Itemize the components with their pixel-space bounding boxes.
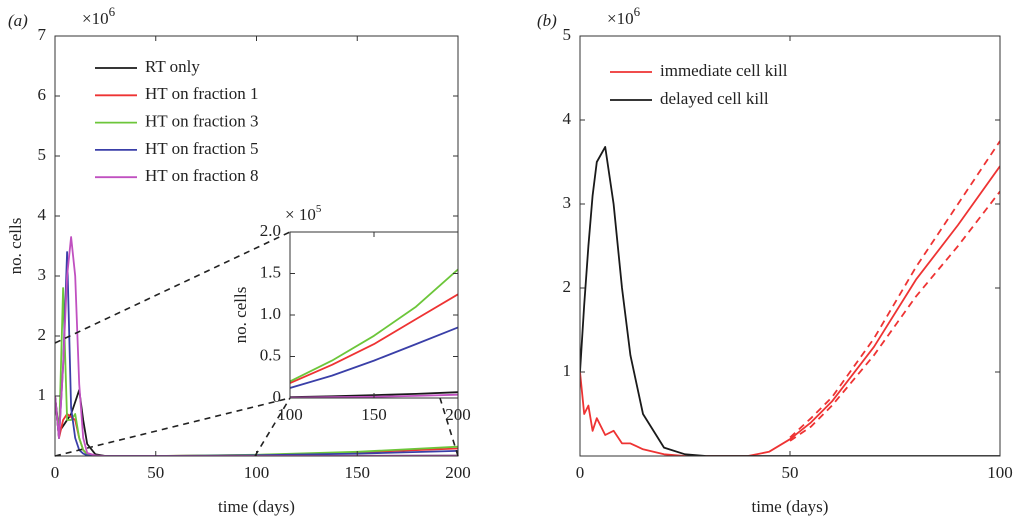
x-tick-label: 0	[51, 463, 60, 482]
x-axis-label: time (days)	[218, 497, 295, 516]
y-tick-label: 1.0	[260, 304, 281, 323]
y-tick-label: 5	[563, 25, 572, 44]
y-tick-label: 2.0	[260, 221, 281, 240]
multiplier-exponent: 6	[109, 4, 116, 19]
legend-label: HT on fraction 5	[145, 139, 258, 158]
x-tick-label: 150	[345, 463, 371, 482]
multiplier-base: × 10	[285, 205, 316, 224]
axis-multiplier: ×106	[607, 4, 641, 28]
legend-label: HT on fraction 1	[145, 84, 258, 103]
legend-label: RT only	[145, 57, 200, 76]
y-tick-label: 3	[563, 193, 572, 212]
y-tick-label: 7	[38, 25, 47, 44]
y-tick-label: 1	[38, 385, 47, 404]
legend-label: HT on fraction 8	[145, 166, 258, 185]
series-line	[55, 389, 458, 456]
x-tick-label: 200	[445, 463, 471, 482]
legend-label: immediate cell kill	[660, 61, 788, 80]
zoom-guides	[54, 231, 459, 457]
plot	[580, 140, 1000, 456]
zoom-guide	[54, 231, 291, 344]
legend-label: HT on fraction 3	[145, 112, 258, 131]
x-tick-label: 200	[445, 405, 471, 424]
series-line	[290, 268, 458, 383]
series-line	[580, 165, 1000, 456]
y-tick-label: 5	[38, 145, 47, 164]
y-tick-label: 6	[38, 85, 47, 104]
y-tick-label: 1	[563, 361, 572, 380]
axes-box	[579, 35, 1001, 457]
y-tick-label: 4	[563, 109, 572, 128]
series-line	[580, 146, 1000, 456]
x-tick-label: 50	[147, 463, 164, 482]
multiplier-exponent: 6	[634, 4, 641, 19]
y-axis-label: no. cells	[6, 218, 25, 275]
series-line	[290, 326, 458, 389]
y-tick-label: 0.5	[260, 345, 281, 364]
x-tick-label: 100	[277, 405, 303, 424]
x-tick-label: 50	[782, 463, 799, 482]
y-axis-label: no. cells	[231, 287, 250, 344]
axis-multiplier: ×106	[82, 4, 116, 28]
legend-label: delayed cell kill	[660, 89, 769, 108]
x-tick-label: 100	[987, 463, 1013, 482]
zoom-guide	[54, 397, 291, 457]
x-tick-label: 150	[361, 405, 387, 424]
y-tick-label: 3	[38, 265, 47, 284]
series-line	[290, 293, 458, 384]
y-tick-label: 1.5	[260, 262, 281, 281]
y-tick-label: 0	[273, 387, 282, 406]
x-axis-label: time (days)	[752, 497, 829, 516]
zoom-guide	[254, 397, 291, 457]
axis-multiplier: × 105	[285, 203, 322, 224]
panel-label: (b)	[537, 11, 557, 30]
x-tick-label: 100	[244, 463, 270, 482]
lower-bound	[789, 190, 1000, 442]
series-line	[55, 395, 458, 456]
panel-label: (a)	[8, 11, 28, 30]
multiplier-base: ×10	[607, 9, 634, 28]
upper-bound	[789, 140, 1000, 439]
x-tick-label: 0	[576, 463, 585, 482]
y-tick-label: 2	[38, 325, 47, 344]
multiplier-base: ×10	[82, 9, 109, 28]
y-tick-label: 4	[38, 205, 47, 224]
multiplier-exponent: 5	[316, 203, 322, 215]
y-tick-label: 2	[563, 277, 572, 296]
